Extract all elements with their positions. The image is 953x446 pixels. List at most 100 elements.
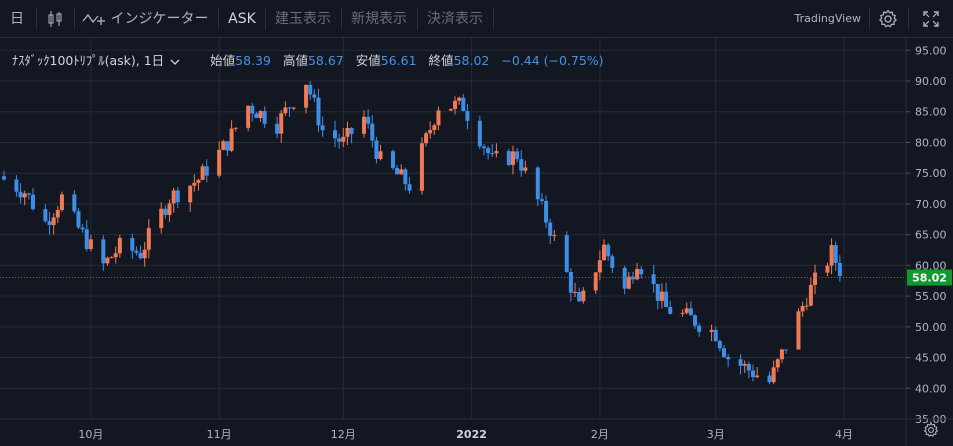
candle-body xyxy=(428,130,433,134)
candle-body xyxy=(76,211,81,228)
y-tick-label: 70.00 xyxy=(915,198,947,211)
candle-body xyxy=(755,375,760,378)
candle-body xyxy=(577,291,582,302)
candle-body xyxy=(246,105,251,128)
toolbar-divider xyxy=(265,8,266,30)
candle-body xyxy=(813,272,818,285)
candle-body xyxy=(55,210,60,218)
x-tick-label: 2022 xyxy=(456,428,487,441)
candle-body xyxy=(204,166,209,176)
candle-body xyxy=(316,97,321,126)
ohlc-legend: ﾅｽﾀﾞｯｸ100ﾄﾘﾌﾟﾙ(ask), 1日 始値58.39 高値58.67 … xyxy=(12,50,604,69)
show-settlements-button[interactable]: 決済表示 xyxy=(427,11,483,27)
candle-body xyxy=(378,151,383,159)
candle-body xyxy=(308,84,313,95)
candle-body xyxy=(804,305,809,307)
candle-body xyxy=(568,271,573,293)
indicators-button[interactable]: インジケーター xyxy=(82,0,212,38)
x-tick-label: 4月 xyxy=(835,428,853,441)
candle-body xyxy=(2,176,6,180)
candle-body xyxy=(750,370,755,378)
candle-body xyxy=(436,110,441,126)
candle-body xyxy=(362,116,366,134)
open-value: 58.39 xyxy=(235,53,271,68)
candle-body xyxy=(403,169,408,185)
candle-body xyxy=(738,359,743,366)
x-tick-label: 3月 xyxy=(707,428,725,441)
symbol-name[interactable]: ﾅｽﾀﾞｯｸ100ﾄﾘﾌﾟﾙ(ask), 1日 xyxy=(12,53,165,68)
candle-body xyxy=(726,356,731,360)
fullscreen-button[interactable] xyxy=(914,0,948,38)
tradingview-brand[interactable]: TradingView xyxy=(794,12,861,25)
candle-body xyxy=(597,260,602,273)
candle-body xyxy=(461,97,466,112)
candle-body xyxy=(320,125,325,131)
candle-body xyxy=(626,276,631,289)
candle-body xyxy=(722,348,726,357)
axis-settings-button[interactable] xyxy=(923,422,939,442)
candle-body xyxy=(275,123,280,134)
candle-body xyxy=(250,105,255,114)
candle-body xyxy=(432,125,437,131)
candle-body xyxy=(159,208,164,229)
candle-body xyxy=(142,249,147,259)
candle-body xyxy=(175,190,180,203)
indicators-label: インジケーター xyxy=(110,11,209,27)
ask-button[interactable]: ASK xyxy=(228,11,256,27)
candle-body xyxy=(138,252,143,259)
candle-body xyxy=(825,265,830,273)
y-tick-label: 80.00 xyxy=(915,136,947,149)
candle-body xyxy=(796,311,801,350)
candle-body xyxy=(630,276,635,280)
candle-body xyxy=(370,123,375,141)
candle-body xyxy=(593,272,598,291)
candle-body xyxy=(225,141,230,151)
y-tick-label: 50.00 xyxy=(915,321,947,334)
candle-body xyxy=(399,169,404,175)
candlestick-type-button[interactable] xyxy=(44,0,66,38)
candle-body xyxy=(374,140,379,159)
candle-body xyxy=(581,290,586,302)
candle-body xyxy=(171,190,176,204)
toolbar-divider xyxy=(341,8,342,30)
low-value: 56.61 xyxy=(380,53,417,68)
settings-button[interactable] xyxy=(874,0,902,38)
x-tick-label: 10月 xyxy=(78,428,103,441)
candle-body xyxy=(233,127,238,129)
show-new-orders-button[interactable]: 新規表示 xyxy=(351,11,407,27)
low-label: 安値 xyxy=(355,53,381,68)
interval-button[interactable]: 日 xyxy=(10,11,24,27)
last-price-label: 58.02 xyxy=(912,272,947,285)
candle-body xyxy=(258,111,263,119)
candle-body xyxy=(424,133,429,144)
candle-body xyxy=(515,151,520,160)
candle-body xyxy=(80,227,85,230)
show-positions-button[interactable]: 建玉表示 xyxy=(275,11,331,27)
candle-body xyxy=(109,257,114,259)
candle-body xyxy=(837,262,842,276)
y-tick-label: 45.00 xyxy=(915,352,947,365)
candle-body xyxy=(622,267,627,289)
candle-body xyxy=(779,349,784,360)
candle-body xyxy=(651,274,656,284)
price-chart[interactable]: 35.0040.0045.0050.0055.0060.0065.0070.00… xyxy=(0,38,953,446)
candle-body xyxy=(746,363,751,371)
x-tick-label: 2月 xyxy=(591,428,609,441)
candle-body xyxy=(477,120,482,147)
y-tick-label: 55.00 xyxy=(915,290,947,303)
candle-body xyxy=(693,315,698,326)
candle-body xyxy=(808,284,813,306)
toolbar-divider xyxy=(417,8,418,30)
chevron-down-icon[interactable] xyxy=(170,58,180,66)
toolbar-divider xyxy=(36,8,37,30)
candle-body xyxy=(287,107,292,109)
candle-body xyxy=(523,167,528,171)
candle-body xyxy=(419,143,424,191)
candle-body xyxy=(602,244,606,261)
candle-body xyxy=(465,111,470,121)
candle-body xyxy=(283,107,288,114)
candlestick-icon xyxy=(48,11,62,27)
candle-body xyxy=(349,127,354,134)
y-tick-label: 40.00 xyxy=(915,382,947,395)
candle-body xyxy=(544,200,549,223)
